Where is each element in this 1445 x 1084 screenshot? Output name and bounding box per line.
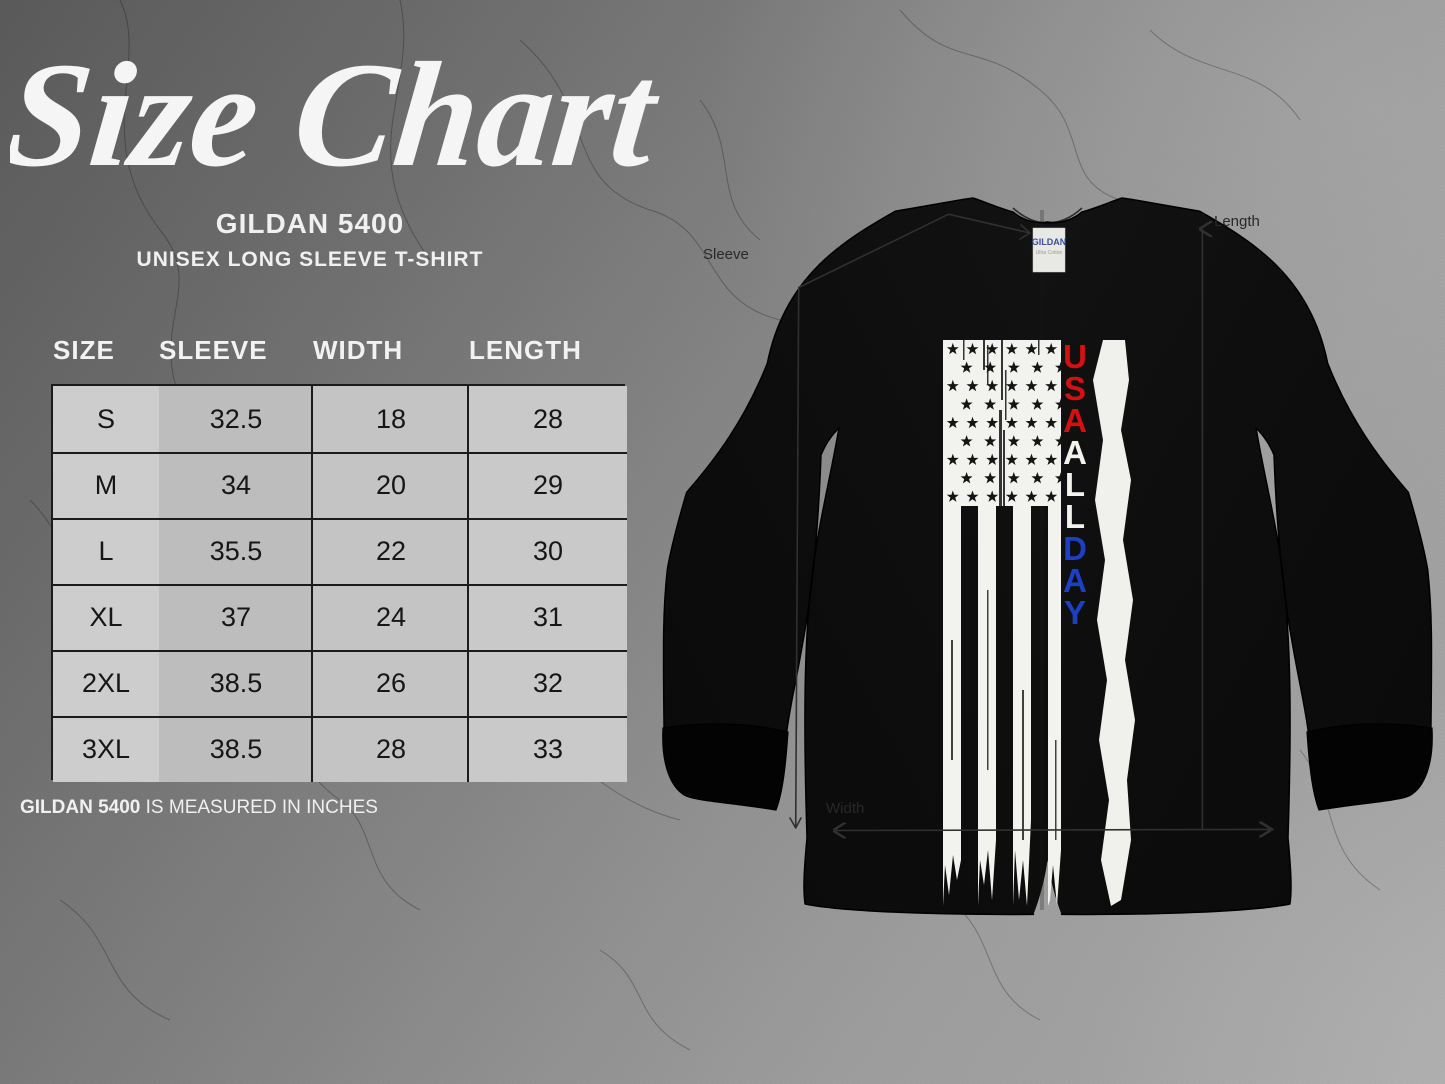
svg-text:Width: Width: [826, 800, 864, 817]
svg-text:Length: Length: [1214, 213, 1260, 230]
svg-text:Sleeve: Sleeve: [703, 246, 749, 263]
